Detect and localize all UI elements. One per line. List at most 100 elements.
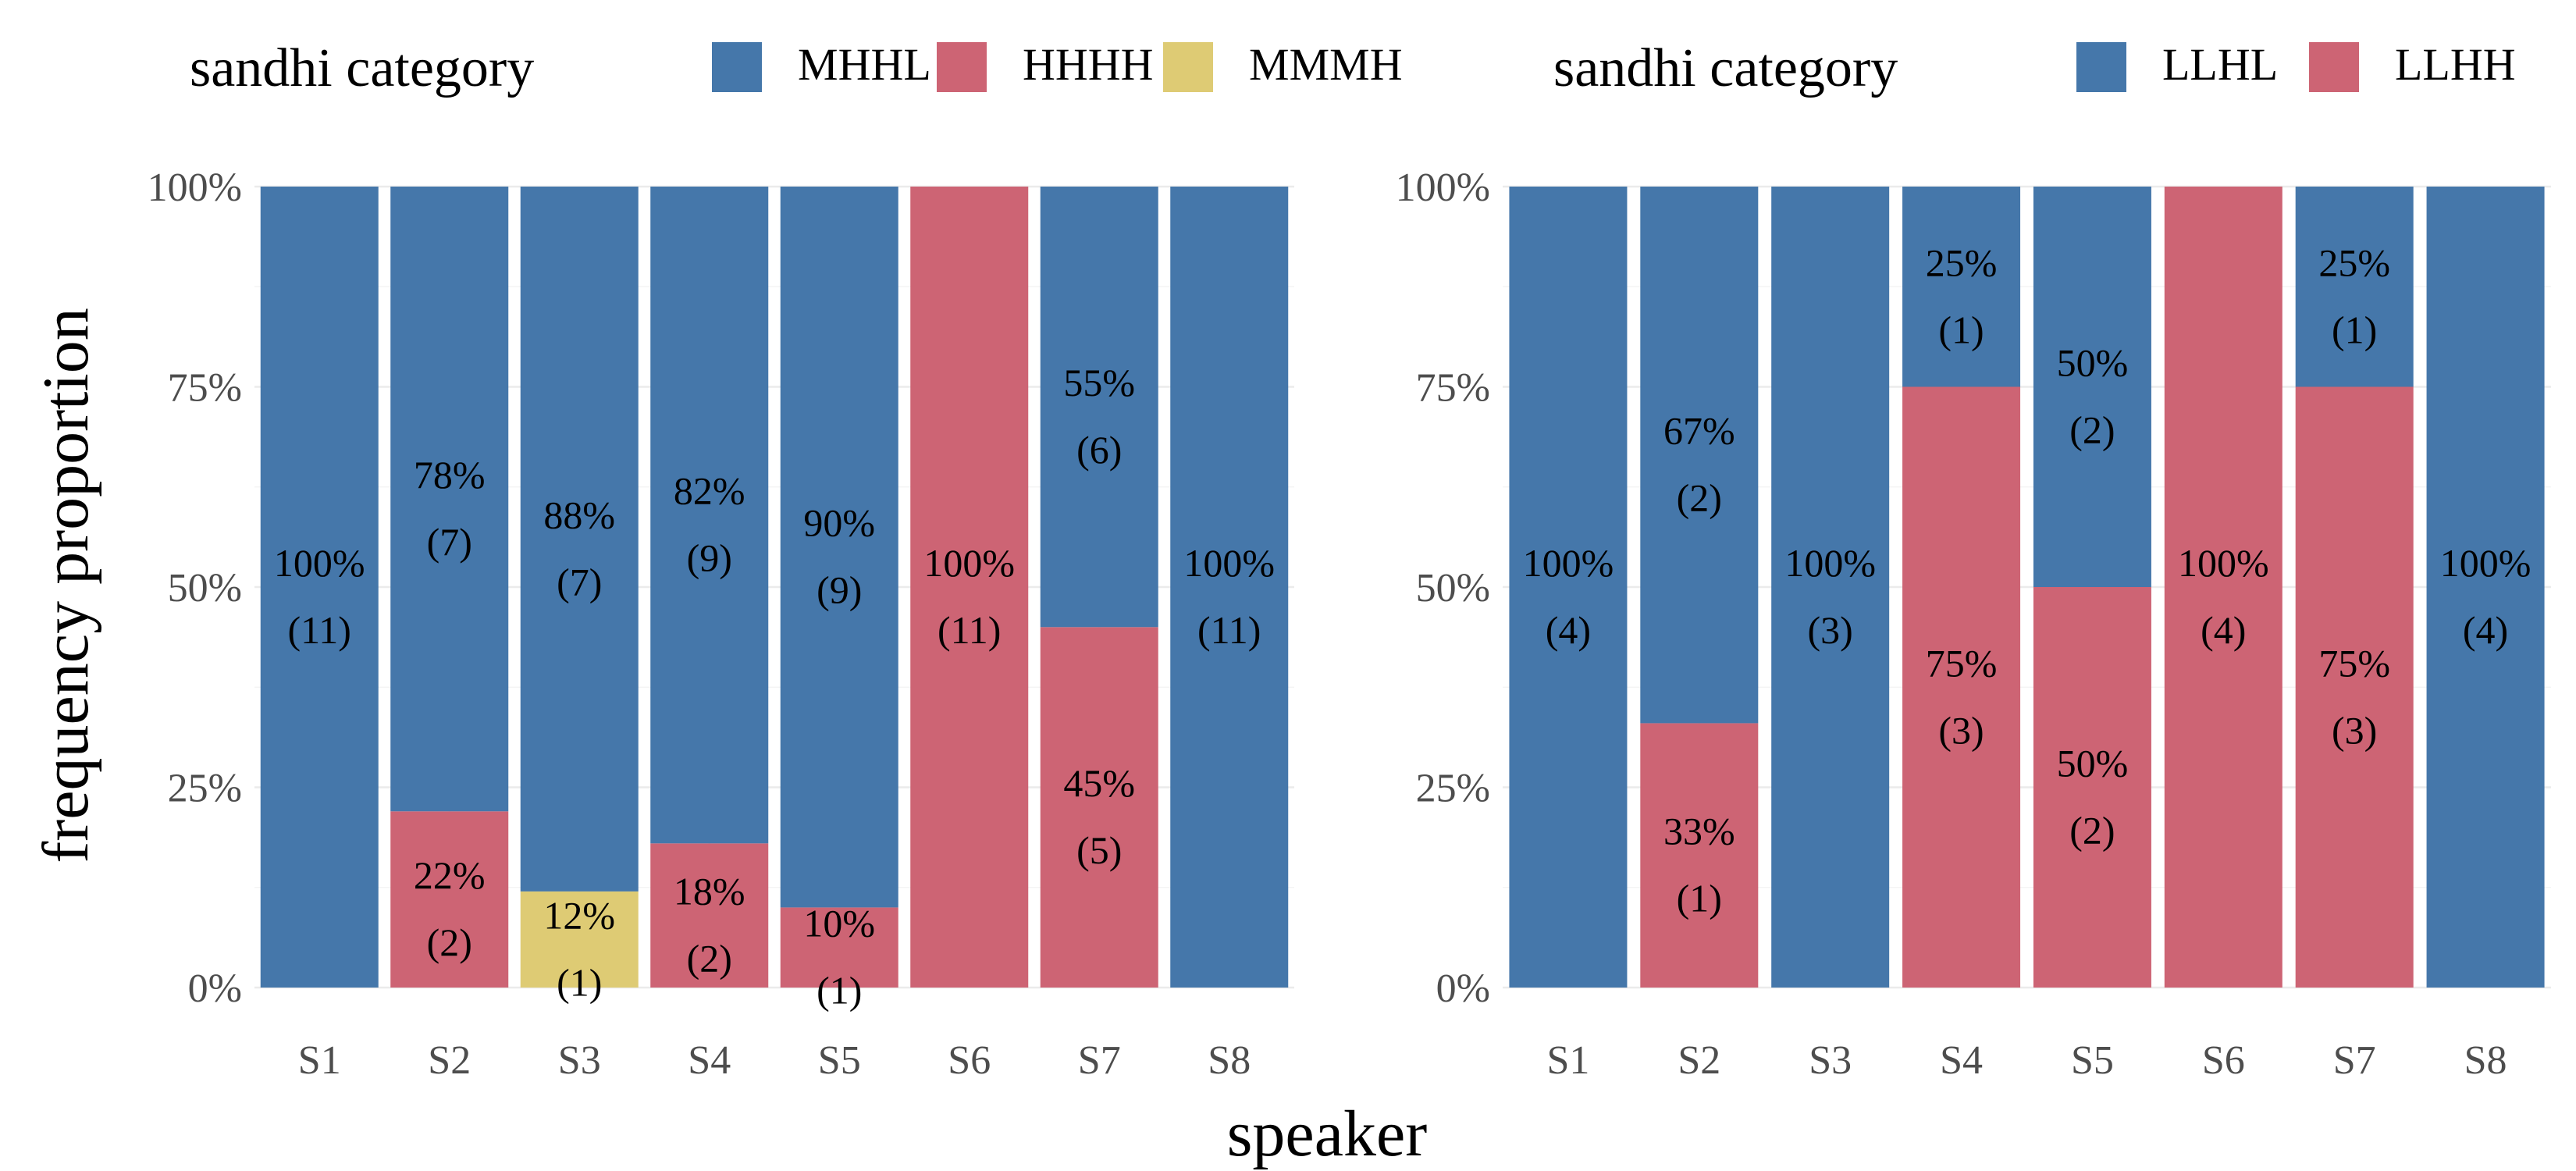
bar-segment-llhh [2295, 386, 2414, 988]
legend-swatch-llhl [2076, 42, 2126, 92]
bar-count-label: (9) [817, 568, 862, 612]
x-tick-label: S8 [2464, 1038, 2507, 1083]
bars [1509, 187, 2545, 988]
bar-segment-llhl [1771, 187, 1890, 988]
bar-segment-mmmh [520, 891, 639, 988]
legend: sandhi category LLHL LLHH [1553, 38, 2516, 98]
legend-label-llhh: LLHH [2395, 39, 2516, 90]
bar-segment-llhh [2033, 587, 2151, 988]
legend-label-mmmh: MMMH [1249, 39, 1403, 90]
bar-percent-label: 12% [543, 893, 615, 937]
bar-count-label: (1) [817, 969, 862, 1013]
x-axis-title: speaker [1227, 1098, 1428, 1170]
bar-count-label: (3) [1938, 708, 1984, 752]
bar-count-label: (3) [1808, 608, 1853, 652]
x-tick-label: S2 [428, 1038, 471, 1083]
legend-swatch-llhh [2309, 42, 2359, 92]
bar-count-label: (4) [2463, 608, 2508, 652]
bar-segment-hhhh [1040, 627, 1158, 988]
y-tick-label: 25% [168, 767, 242, 811]
bar-segment-mhhl [260, 187, 379, 988]
x-tick-label: S1 [298, 1038, 341, 1083]
x-tick-label: S7 [1078, 1038, 1121, 1083]
bar-percent-label: 100% [274, 541, 365, 585]
legend-title: sandhi category [1553, 38, 1898, 98]
bar-segment-hhhh [390, 811, 509, 988]
y-tick-label: 100% [1396, 166, 1490, 210]
bar-count-label: (2) [427, 920, 472, 964]
y-tick-label: 0% [1436, 966, 1490, 1011]
bar-count-label: (1) [1677, 877, 1722, 920]
bar-count-label: (11) [1197, 608, 1261, 652]
y-tick-label: 50% [168, 566, 242, 610]
bar-count-label: (11) [288, 608, 351, 652]
left-chart-panel: 0% 25% 50% 75% 100% S1 S2 S3 S4 S5 S6 S7 S8 100% (11) 2… [148, 38, 1403, 1083]
bar-percent-label: 100% [1183, 541, 1275, 585]
bar-count-label: (2) [1677, 476, 1722, 520]
right-chart-panel: 0% 25% 50% 75% 100% S1 S2 S3 S4 S5 S6 S7 S8 100% (4) 33… [1396, 38, 2551, 1083]
bar-labels: 100% (11) 22% (2) 78% (7) 12% (1) 88% (7) 18% (2) 82… [274, 361, 1275, 1013]
bar-percent-label: 18% [674, 870, 745, 913]
y-tick-label: 100% [148, 166, 242, 210]
x-tick-label: S8 [1208, 1038, 1251, 1083]
x-tick-label: S4 [688, 1038, 731, 1083]
bar-segment-llhl [1640, 187, 1759, 724]
x-tick-label: S6 [948, 1038, 991, 1083]
bar-segment-mhhl [650, 187, 769, 844]
bars [260, 187, 1289, 988]
bar-segment-llhh [1902, 386, 2021, 988]
bar-segment-llhl [1902, 187, 2021, 387]
bar-segment-hhhh [910, 187, 1029, 988]
bar-count-label: (2) [2069, 408, 2115, 452]
bar-percent-label: 55% [1063, 361, 1135, 404]
bar-count-label: (3) [2332, 708, 2377, 752]
x-tick-label: S5 [818, 1038, 861, 1083]
y-tick-label: 0% [188, 966, 242, 1011]
bar-count-label: (4) [2201, 608, 2246, 652]
bar-percent-label: 100% [2440, 541, 2532, 585]
legend-swatch-mmmh [1163, 42, 1213, 92]
bar-percent-label: 33% [1663, 810, 1735, 853]
bar-percent-label: 25% [2318, 240, 2390, 284]
bar-segment-llhh [1640, 723, 1759, 988]
bar-percent-label: 75% [2318, 641, 2390, 685]
bar-count-label: (7) [427, 520, 472, 564]
bar-percent-label: 50% [2057, 742, 2129, 785]
bar-count-label: (1) [557, 960, 602, 1004]
bar-count-label: (1) [2332, 308, 2377, 351]
legend: sandhi category MHHL HHHH MMMH [190, 38, 1403, 98]
bar-percent-label: 100% [1523, 541, 1614, 585]
legend-title: sandhi category [190, 38, 534, 98]
x-tick-label: S6 [2202, 1038, 2245, 1083]
bar-count-label: (5) [1076, 828, 1122, 872]
bar-segment-mhhl [780, 187, 898, 908]
x-tick-label: S5 [2071, 1038, 2114, 1083]
y-axis-title: frequency proportion [30, 308, 102, 863]
bar-percent-label: 75% [1926, 641, 1998, 685]
bar-count-label: (2) [687, 937, 732, 981]
y-tick-label: 75% [1416, 366, 1490, 411]
x-tick-label: S4 [1940, 1038, 1983, 1083]
bar-percent-label: 90% [803, 501, 875, 545]
legend-swatch-mhhl [712, 42, 762, 92]
x-tick-label: S3 [558, 1038, 601, 1083]
y-tick-label: 75% [168, 366, 242, 411]
bar-percent-label: 88% [543, 493, 615, 536]
bar-percent-label: 22% [414, 853, 486, 897]
bar-percent-label: 10% [803, 902, 875, 945]
bar-percent-label: 100% [2178, 541, 2269, 585]
legend-label-llhl: LLHL [2162, 39, 2278, 90]
bar-segment-mhhl [1170, 187, 1289, 988]
bar-segment-llhh [2164, 187, 2282, 988]
legend-swatch-hhhh [937, 42, 987, 92]
bar-percent-label: 45% [1063, 761, 1135, 805]
bar-count-label: (4) [1546, 608, 1591, 652]
bar-percent-label: 82% [674, 469, 745, 513]
x-tick-label: S7 [2333, 1038, 2376, 1083]
bar-segment-llhl [2426, 187, 2545, 988]
bar-percent-label: 67% [1663, 409, 1735, 453]
bar-percent-label: 50% [2057, 341, 2129, 385]
bar-count-label: (9) [687, 536, 732, 580]
y-tick-label: 25% [1416, 767, 1490, 811]
